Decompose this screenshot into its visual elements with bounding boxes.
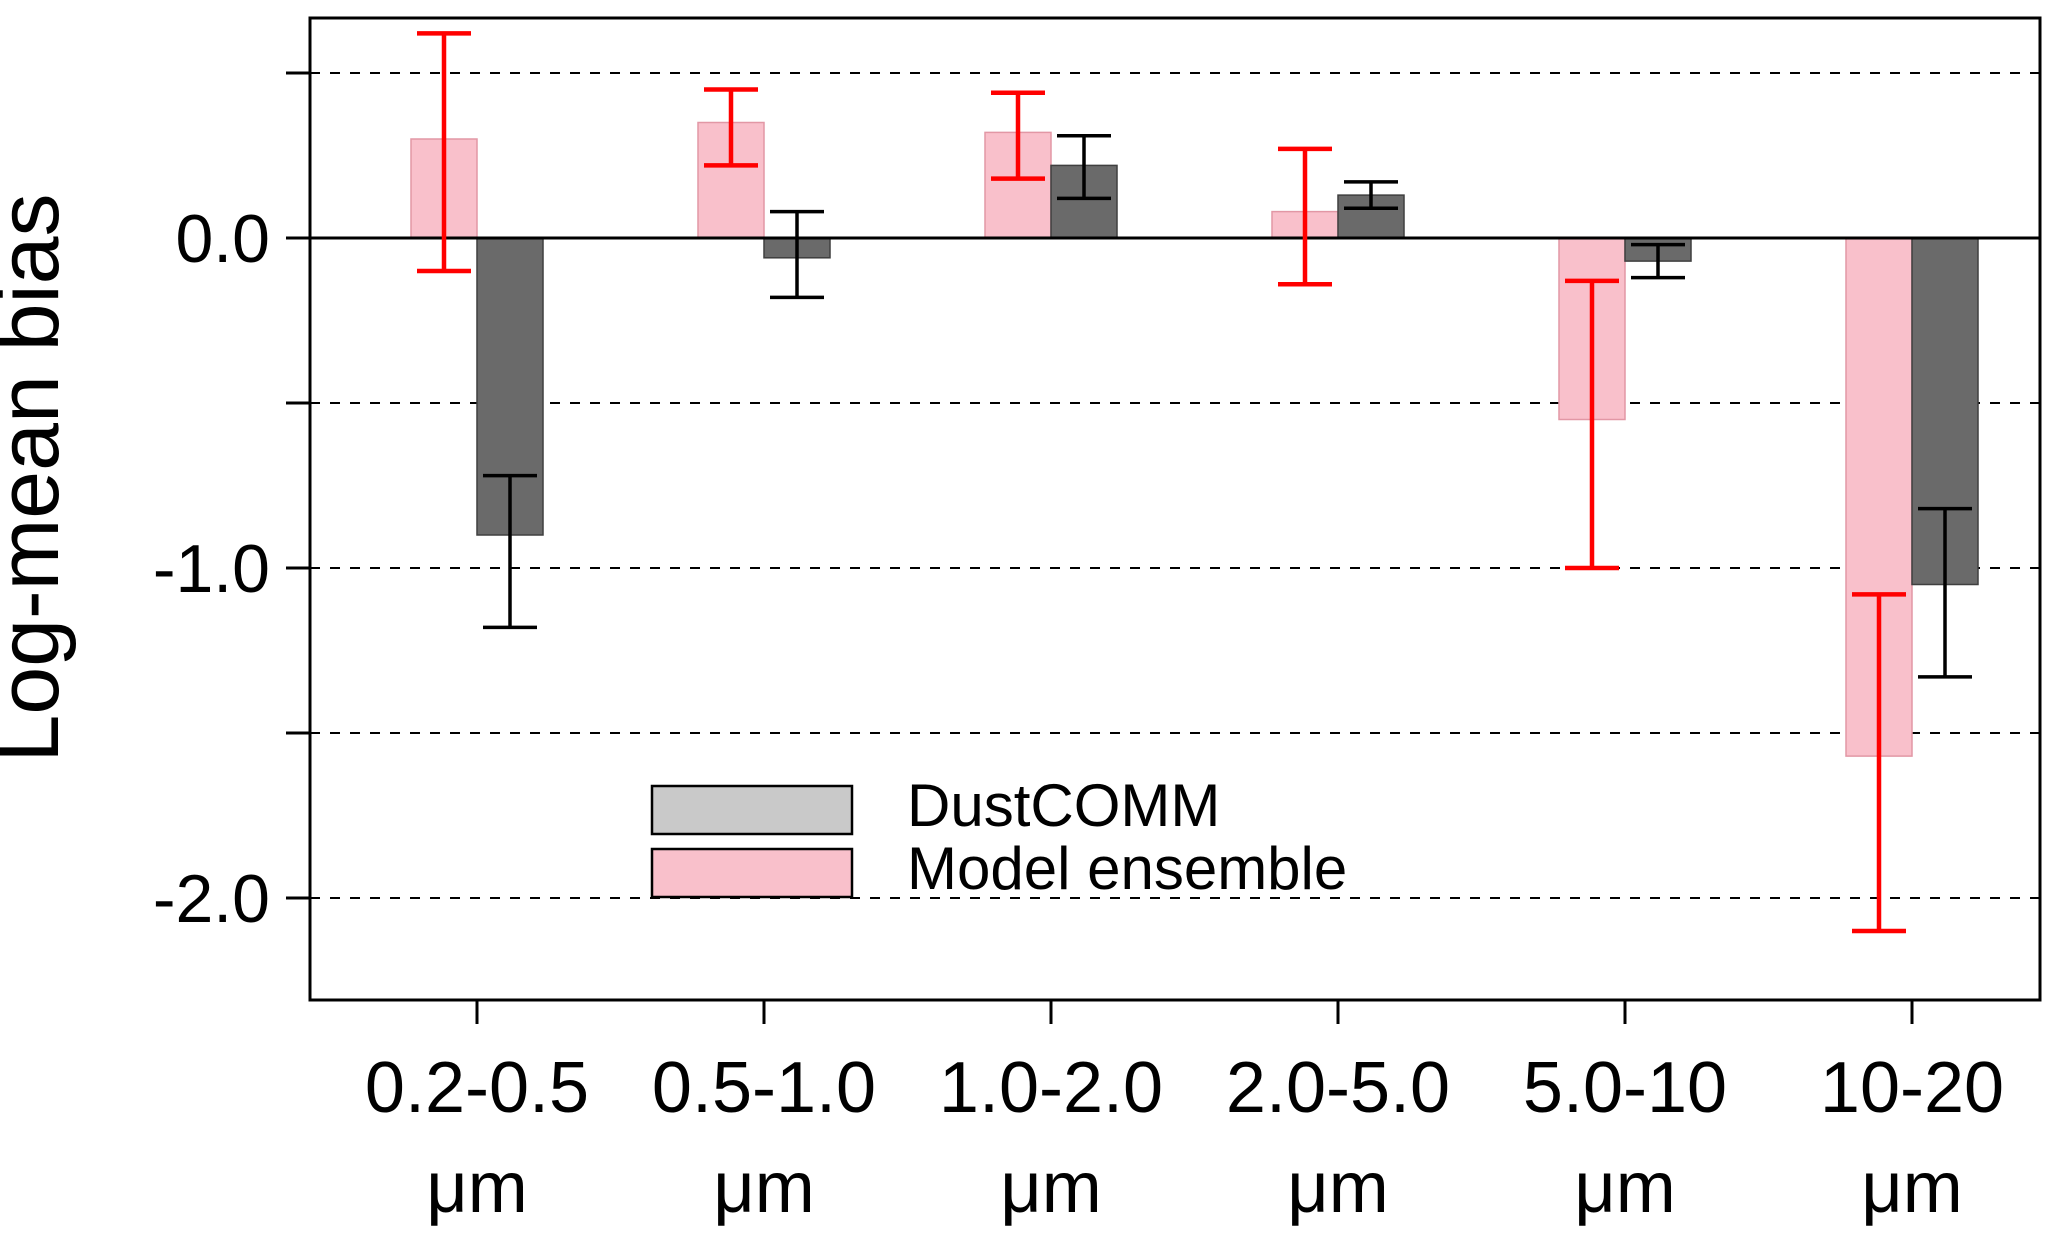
error-bar-dustcomm [1631,242,1685,280]
x-tick-label-range: 10-20 [1820,1048,2004,1128]
x-tick-label-range: 1.0-2.0 [939,1048,1163,1128]
error-bar-dustcomm [1918,506,1972,679]
plot-area: 0.0 -1.0 -2.0 0.2-0.5 μm 0.5-1.0 μm 1.0-2.0 μm 2.… [153,16,2042,1228]
x-tick-label-range: 5.0-10 [1523,1048,1727,1128]
x-tick-label-unit: μm [1861,1148,1962,1228]
y-tick-label: -2.0 [153,861,270,937]
legend-label: Model ensemble [907,835,1347,902]
x-tick-label-unit: μm [1287,1148,1388,1228]
error-bar-model-ensemble [1852,592,1906,934]
error-bar-model-ensemble [1278,146,1332,287]
error-bar-model-ensemble [417,31,471,274]
legend-swatch [650,847,854,899]
error-bar-dustcomm [1057,133,1111,201]
x-tick-label-unit: μm [426,1148,527,1228]
y-axis-title: Log-mean bias [0,194,77,763]
plot-border [308,16,2042,1002]
error-bar-model-ensemble [991,90,1045,181]
error-bar-dustcomm [770,209,824,300]
error-bar-dustcomm [1344,180,1398,211]
x-tick-label-unit: μm [1000,1148,1101,1228]
x-tick-label-range: 2.0-5.0 [1226,1048,1450,1128]
error-bar-dustcomm [483,473,537,630]
x-tick-label-unit: μm [1574,1148,1675,1228]
legend-label: DustCOMM [907,772,1220,839]
error-bar-model-ensemble [1565,278,1619,571]
y-tick-label: 0.0 [175,201,270,277]
x-tick-label-range: 0.5-1.0 [652,1048,876,1128]
y-tick-label: -1.0 [153,531,270,607]
x-tick-label-unit: μm [713,1148,814,1228]
x-tick-label-range: 0.2-0.5 [365,1048,589,1128]
legend-swatch [650,784,854,836]
error-bar-model-ensemble [704,87,758,168]
